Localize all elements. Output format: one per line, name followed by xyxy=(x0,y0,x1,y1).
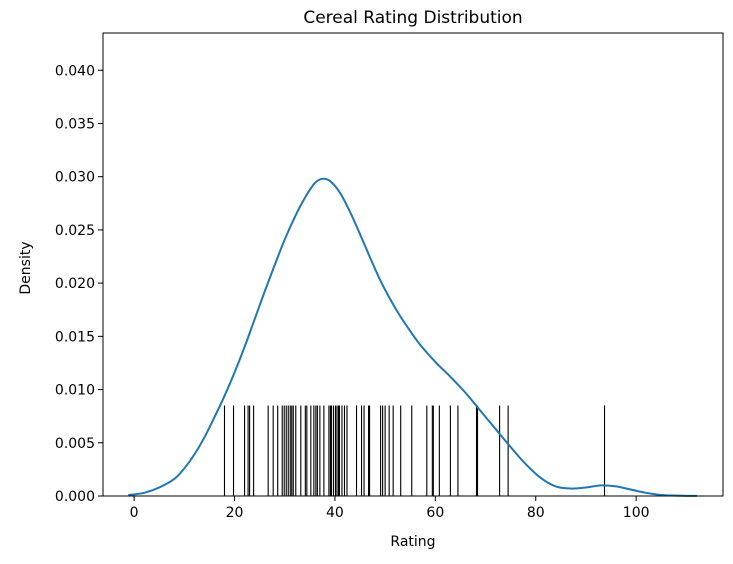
x-tick-label: 80 xyxy=(527,505,545,521)
y-tick-label: 0.005 xyxy=(55,436,95,452)
x-tick-label: 60 xyxy=(426,505,444,521)
y-tick-label: 0.020 xyxy=(55,276,95,292)
y-axis-label: Density xyxy=(18,241,34,294)
axes-frame xyxy=(102,32,724,497)
y-tick-label: 0.015 xyxy=(55,329,95,345)
y-tick-label: 0.035 xyxy=(55,116,95,132)
kde-curve xyxy=(128,177,698,497)
y-tick-label: 0.025 xyxy=(55,223,95,239)
y-tick-label: 0.040 xyxy=(55,63,95,79)
chart-title: Cereal Rating Distribution xyxy=(303,8,522,28)
x-axis-label: Rating xyxy=(390,534,435,550)
x-tick-label: 20 xyxy=(226,505,244,521)
x-tick-label: 40 xyxy=(326,505,344,521)
x-tick-label: 0 xyxy=(130,505,139,521)
y-tick-label: 0.000 xyxy=(55,489,95,505)
x-tick-label: 100 xyxy=(623,505,650,521)
y-tick-label: 0.010 xyxy=(55,383,95,399)
y-tick-label: 0.030 xyxy=(55,170,95,186)
plot-area: 0 20 40 60 80 100 0.000 0.005 0.010 0.015 0.020 0.0… xyxy=(55,32,724,521)
